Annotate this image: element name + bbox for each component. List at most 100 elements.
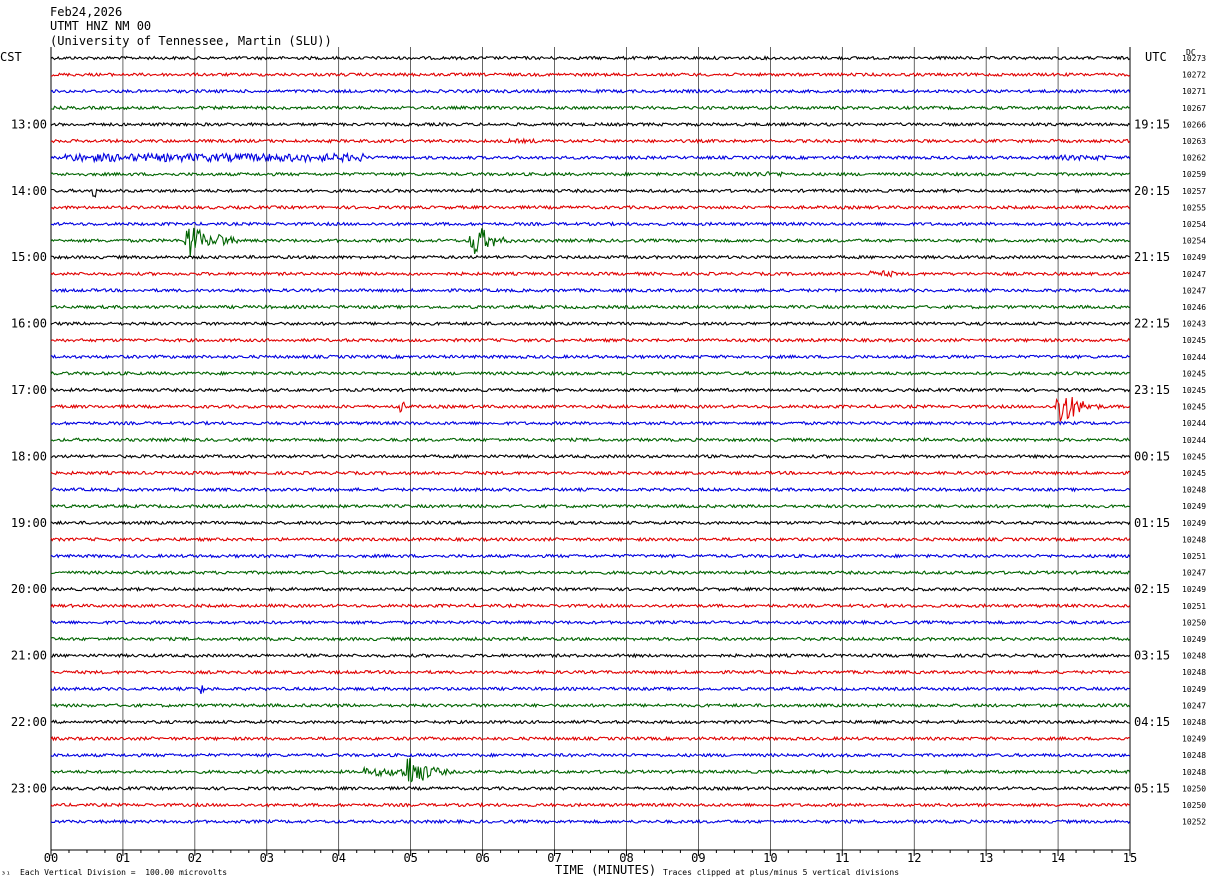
trace-row <box>50 669 1130 676</box>
dc-offset-label: 10254 <box>1182 237 1206 246</box>
right-hour-label: 22:15 <box>1134 317 1170 331</box>
x-tick-label: 01 <box>116 851 130 865</box>
left-hour-label: 18:00 <box>11 449 47 463</box>
trace-row <box>50 396 1131 422</box>
trace-row <box>50 354 1130 360</box>
left-hour-label: 19:00 <box>11 516 47 530</box>
dc-offset-label: 10262 <box>1182 154 1206 163</box>
right-hour-label: 20:15 <box>1134 184 1170 198</box>
trace-row <box>50 536 1131 543</box>
network-name: (University of Tennessee, Martin (SLU)) <box>50 34 332 48</box>
dc-offset-label: 10255 <box>1182 203 1206 212</box>
dc-offset-label: 10244 <box>1182 353 1206 362</box>
left-hour-label: 14:00 <box>11 184 47 198</box>
dc-offset-label: 10248 <box>1182 718 1206 727</box>
right-hour-label: 00:15 <box>1134 449 1170 463</box>
trace-row <box>50 105 1130 111</box>
x-tick-label: 07 <box>547 851 561 865</box>
left-hour-label: 15:00 <box>11 250 47 264</box>
dc-offset-label: 10245 <box>1182 369 1206 378</box>
dc-offset-label: 10249 <box>1182 585 1206 594</box>
right-timezone: UTC <box>1145 50 1167 64</box>
left-hour-label: 17:00 <box>11 383 47 397</box>
dc-offset-label: 10248 <box>1182 768 1206 777</box>
trace-row <box>50 204 1131 211</box>
trace-row <box>50 602 1131 609</box>
right-hour-label: 19:15 <box>1134 117 1170 131</box>
trace-row <box>50 121 1131 128</box>
dc-offset-label: 10245 <box>1182 469 1206 478</box>
x-tick-label: 06 <box>475 851 489 865</box>
dc-offset-label: 10248 <box>1182 486 1206 495</box>
dc-offset-label: 10244 <box>1182 419 1206 428</box>
dc-offset-label: 10249 <box>1182 685 1206 694</box>
dc-offset-label: 10247 <box>1182 286 1206 295</box>
trace-row <box>50 387 1131 393</box>
trace-row <box>50 652 1131 659</box>
x-tick-label: 00 <box>44 851 58 865</box>
right-hour-label: 21:15 <box>1134 250 1170 264</box>
dc-offset-label: 10267 <box>1182 104 1206 113</box>
plot-date: Feb24,2026 <box>50 5 123 19</box>
trace-row <box>50 553 1131 559</box>
left-hour-label: 20:00 <box>11 582 47 596</box>
dc-offset-label: 10244 <box>1182 436 1206 445</box>
trace-row <box>50 685 1130 695</box>
x-tick-label: 10 <box>763 851 777 865</box>
x-tick-label: 15 <box>1123 851 1137 865</box>
trace-row <box>50 818 1131 825</box>
right-hour-label: 02:15 <box>1134 582 1170 596</box>
x-tick-label: 14 <box>1051 851 1065 865</box>
right-hour-label: 05:15 <box>1134 781 1170 795</box>
x-tick-label: 12 <box>907 851 921 865</box>
clip-note: Traces clipped at plus/minus 5 vertical … <box>663 868 900 877</box>
left-timezone: CST <box>0 50 22 64</box>
dc-offset-label: 10243 <box>1182 320 1206 329</box>
dc-offset-label: 10272 <box>1182 71 1206 80</box>
dc-offset-label: 10249 <box>1182 502 1206 511</box>
left-hour-label: 16:00 <box>11 317 47 331</box>
trace-row <box>50 221 1131 227</box>
dc-offset-label: 10250 <box>1182 801 1206 810</box>
x-tick-label: 13 <box>979 851 993 865</box>
trace-row <box>50 337 1131 344</box>
dc-offset-label: 10249 <box>1182 735 1206 744</box>
trace-row <box>50 785 1130 792</box>
logo-mark: ³¹ <box>1 870 11 879</box>
trace-row <box>50 569 1131 576</box>
trace-row <box>50 187 1131 198</box>
dc-offset-label: 10249 <box>1182 253 1206 262</box>
dc-offset-label: 10248 <box>1182 668 1206 677</box>
trace-row <box>50 470 1130 476</box>
dc-offset-label: 10248 <box>1182 535 1206 544</box>
trace-row <box>50 453 1131 460</box>
trace-row <box>51 71 1131 78</box>
dc-offset-label: 10250 <box>1182 784 1206 793</box>
dc-offset-label: 10259 <box>1182 170 1206 179</box>
dc-offset-label: 10245 <box>1182 386 1206 395</box>
trace-row <box>50 486 1131 493</box>
x-tick-label: 05 <box>403 851 417 865</box>
dc-offset-label: 10247 <box>1182 569 1206 578</box>
left-hour-label: 13:00 <box>11 117 47 131</box>
scale-note: Each Vertical Division = 100.00 microvol… <box>20 868 228 877</box>
dc-offset-label: 10250 <box>1182 618 1206 627</box>
dc-offset-label: 10251 <box>1182 602 1206 611</box>
right-hour-label: 23:15 <box>1134 383 1170 397</box>
trace-row <box>50 151 1131 164</box>
trace-row <box>50 503 1130 509</box>
dc-offset-label: 10251 <box>1182 552 1206 561</box>
dc-offset-label: 10247 <box>1182 270 1206 279</box>
trace-row <box>50 586 1131 593</box>
dc-offset-label: 10245 <box>1182 336 1206 345</box>
trace-row <box>50 636 1131 642</box>
trace-row <box>50 287 1131 294</box>
trace-row <box>50 137 1131 145</box>
dc-offset-label: 10263 <box>1182 137 1206 146</box>
left-hour-label: 23:00 <box>11 781 47 795</box>
trace-row <box>50 802 1130 808</box>
trace-row <box>50 719 1130 725</box>
trace-row <box>50 702 1131 709</box>
trace-row <box>50 88 1131 95</box>
x-axis-label: TIME (MINUTES) <box>555 863 657 877</box>
